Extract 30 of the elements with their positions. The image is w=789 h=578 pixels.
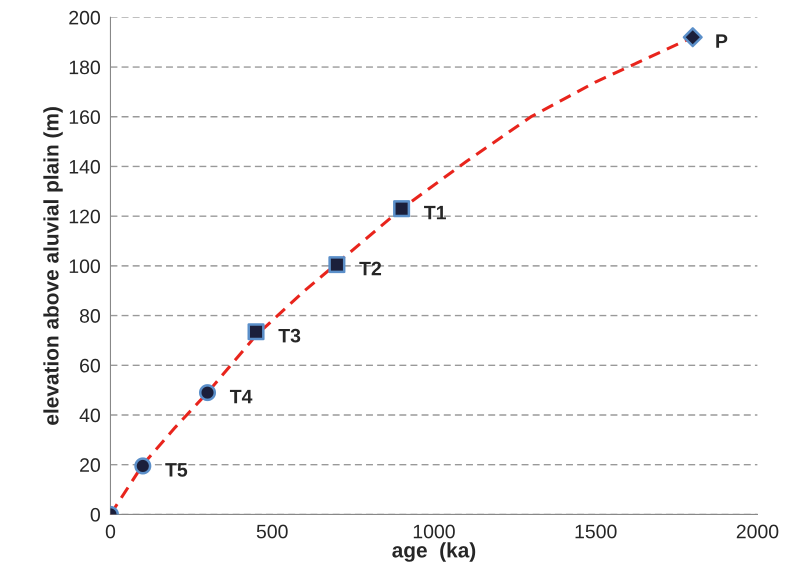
point <box>328 256 346 274</box>
y-tick-label: 80 <box>80 309 100 323</box>
point <box>682 27 703 48</box>
y-tick-label: 20 <box>80 458 100 472</box>
x-tick-label: 2000 <box>736 524 778 538</box>
y-tick-label: 60 <box>80 358 100 373</box>
annotation: T4 <box>230 390 252 404</box>
point <box>393 200 410 218</box>
x-tick-label: 0 <box>106 524 116 538</box>
x-tick-label: 1500 <box>576 524 617 538</box>
x-tick-label: 500 <box>256 524 288 538</box>
point <box>134 457 152 474</box>
y-tick-label: 100 <box>70 259 100 274</box>
annotation: T5 <box>165 463 188 477</box>
y-tick-label: 180 <box>70 60 100 74</box>
point <box>198 384 216 402</box>
x-axis-title: age (ka) <box>392 542 476 562</box>
y-tick-label: 200 <box>69 10 100 25</box>
y-tick-label: 140 <box>70 160 100 174</box>
y-tick-label: 120 <box>70 210 100 224</box>
x-tick-label: 1000 <box>414 524 455 538</box>
annotation: T2 <box>359 262 382 276</box>
annotation: P <box>716 34 728 48</box>
y-tick-label: 160 <box>70 110 100 124</box>
y-tick-label: 40 <box>80 408 100 422</box>
annotation: T1 <box>424 206 446 220</box>
annotation: T3 <box>278 328 300 343</box>
y-tick-label: 0 <box>90 508 100 522</box>
y-axis-title: elevation above aluvial plain (m) <box>43 107 63 425</box>
point <box>247 323 265 340</box>
